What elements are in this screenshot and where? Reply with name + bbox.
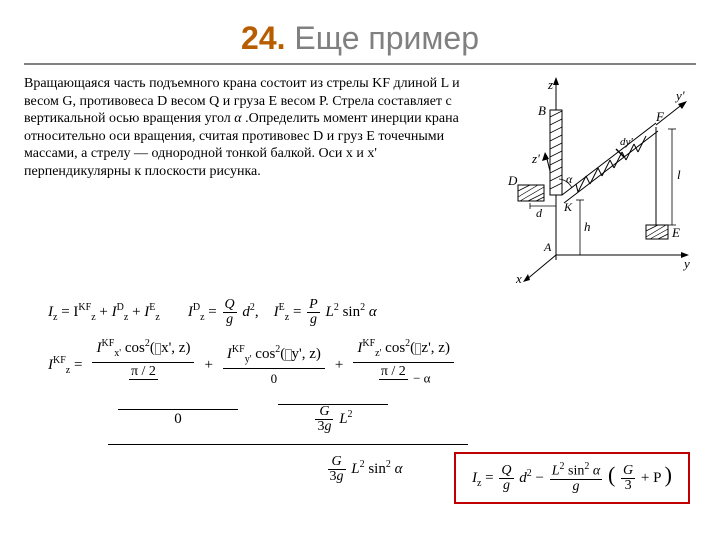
- crane-diagram: z B y x A z': [486, 75, 696, 285]
- dyprime-label: dy': [620, 136, 633, 148]
- term-xz: IKFx' cos2( x', z) π / 2: [92, 337, 194, 394]
- D-label: D: [507, 173, 518, 188]
- alpha-fig: α: [566, 172, 573, 186]
- yprime-label: y': [674, 88, 685, 103]
- l-label: l: [677, 167, 681, 182]
- title-rule: [24, 63, 696, 65]
- h-label: h: [584, 219, 591, 234]
- under-GL2: G3g L2: [268, 400, 398, 434]
- answer-box: Iz = Qg d2 − L2 sin2 α g ( G3 + P ): [454, 452, 690, 504]
- d-label: d: [536, 206, 543, 220]
- title-text: Еще пример: [294, 20, 479, 56]
- slide-title: 24. Еще пример: [0, 0, 720, 63]
- A-label: A: [543, 240, 552, 254]
- alpha-symbol: α: [234, 111, 241, 126]
- eq1: Iz = IKFz + IDz + IEz: [48, 301, 160, 324]
- term-yz: IKFy' cos2( y', z) 0: [223, 343, 325, 388]
- K-label: K: [563, 200, 573, 214]
- B-label: B: [538, 103, 546, 118]
- eq3: IKFz =: [48, 354, 82, 377]
- y-label: y: [682, 256, 690, 271]
- eq2: IDz = Qg d2, IEz = Pg L2 sin2 α: [188, 298, 377, 327]
- term-zz: IKFz' cos2( z', z) π / 2 − α: [353, 337, 454, 394]
- problem-text: Вращающаяся часть подъемного крана состо…: [24, 75, 478, 290]
- under-zero1: 0: [108, 405, 248, 430]
- x-label: x: [515, 271, 522, 285]
- z-label: z: [547, 77, 553, 92]
- title-number: 24.: [241, 20, 285, 56]
- figure: z B y x A z': [486, 75, 696, 290]
- E-label: E: [671, 225, 680, 240]
- zprime-label: z': [531, 151, 540, 166]
